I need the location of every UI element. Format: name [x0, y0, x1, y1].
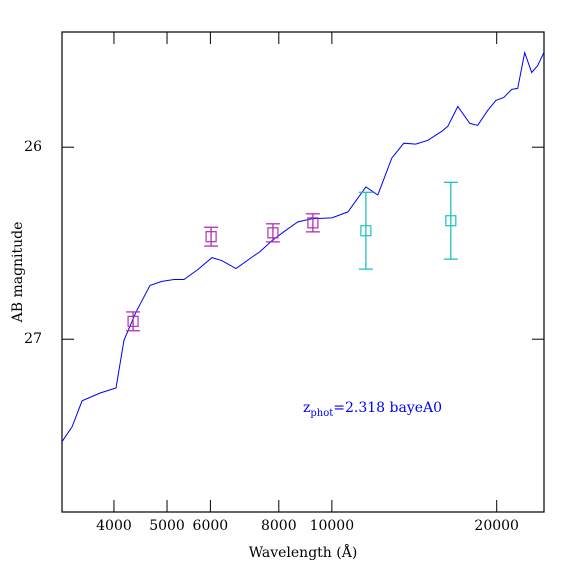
x-tick-label: 20000: [474, 518, 519, 534]
y-tick-label: 27: [24, 331, 42, 347]
x-axis-label: Wavelength (Å): [249, 543, 358, 561]
data-point: [360, 225, 372, 237]
error-bar: [443, 181, 458, 260]
x-tick-label: 10000: [310, 518, 355, 534]
y-axis-label: AB magnitude: [10, 222, 26, 324]
data-point: [127, 315, 139, 327]
error-bar: [126, 311, 141, 332]
error-bar: [265, 223, 280, 243]
data-point: [267, 227, 279, 239]
annotation-part: phot: [310, 408, 333, 419]
plot-frame: [61, 31, 545, 513]
annotation-part: z: [303, 400, 310, 416]
x-tick-label: 6000: [193, 518, 229, 534]
data-point: [307, 217, 319, 229]
annotation: zphot=2.318 bayeA0: [303, 400, 442, 419]
model-line: [61, 50, 545, 442]
x-tick-label: 4000: [96, 518, 132, 534]
error-bar: [305, 213, 320, 233]
x-tick-label: 8000: [261, 518, 297, 534]
data-point: [445, 215, 457, 227]
y-tick-label: 26: [24, 139, 42, 155]
error-bar: [204, 226, 219, 247]
annotation-part: =2.318 bayeA0: [333, 400, 442, 416]
error-bar: [358, 191, 373, 270]
x-tick-label: 5000: [149, 518, 185, 534]
data-point: [205, 231, 217, 243]
